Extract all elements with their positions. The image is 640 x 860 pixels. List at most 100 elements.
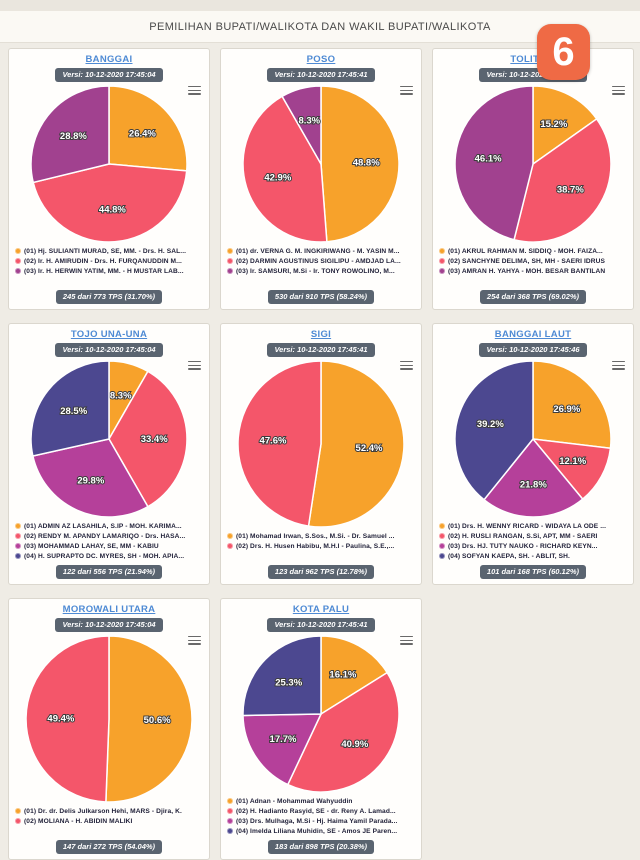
version-badge: Versi: 10-12-2020 17:45:41 xyxy=(267,68,375,82)
legend-label: (01) Hj. SULIANTI MURAD, SE, MM. - Drs. … xyxy=(24,247,187,255)
legend-item-1[interactable]: (01) Drs. H. WENNY RICARD - WIDAYA LA OD… xyxy=(439,522,627,531)
region-card: SIGI Versi: 10-12-2020 17:45:41 52.4% 47.… xyxy=(220,323,422,585)
legend-item-1[interactable]: (01) Dr. dr. Delis Julkarson Hehi, MARS … xyxy=(15,807,203,816)
version-badge: Versi: 10-12-2020 17:45:04 xyxy=(55,618,163,632)
legend-bullet-icon xyxy=(227,268,233,274)
pie-slice-3[interactable] xyxy=(31,437,149,518)
legend-bullet-icon xyxy=(439,553,445,559)
pie-chart: 16.1% 40.9% 17.7% 25.3% xyxy=(227,634,415,794)
legend-item-2[interactable]: (02) Ir. H. AMIRUDIN - Drs. H. FURQANUDD… xyxy=(15,257,203,266)
chart-legend: (01) Drs. H. WENNY RICARD - WIDAYA LA OD… xyxy=(439,522,627,561)
pie-slice-3[interactable] xyxy=(454,84,534,241)
region-title-link[interactable]: POSO xyxy=(306,54,336,65)
chart-legend: (01) Dr. dr. Delis Julkarson Hehi, MARS … xyxy=(15,807,203,826)
chart-menu-icon[interactable] xyxy=(400,85,413,95)
legend-item-2[interactable]: (02) H. RUSLI RANGAN, S.Si, APT, MM - SA… xyxy=(439,532,627,541)
region-title-link[interactable]: TOLITOLI xyxy=(510,54,556,65)
legend-item-1[interactable]: (01) AKRUL RAHMAN M. SIDDIQ - MOH. FAIZA… xyxy=(439,247,627,256)
legend-item-3[interactable]: (03) Ir. SAMSURI, M.Si - Ir. TONY ROWOLI… xyxy=(227,267,415,276)
pie-slice-2[interactable] xyxy=(286,671,400,793)
legend-label: (04) H. SUPRAPTO DC. MYRES, SH - MOH. AP… xyxy=(24,552,185,560)
pie-slice-3[interactable] xyxy=(482,437,584,518)
pie-slice-label: 49.4% xyxy=(47,713,74,724)
legend-label: (01) dr. VERNA G. M. INGKIRIWANG - M. YA… xyxy=(236,247,400,255)
chart-menu-icon[interactable] xyxy=(612,360,625,370)
region-title-link[interactable]: KOTA PALU xyxy=(292,604,350,615)
legend-bullet-icon xyxy=(227,248,233,254)
region-title-link[interactable]: BANGGAI LAUT xyxy=(494,329,572,340)
pie-slice-1[interactable] xyxy=(105,634,193,803)
region-card: TOJO UNA-UNA Versi: 10-12-2020 17:45:04 … xyxy=(8,323,210,585)
pie-slice-2[interactable] xyxy=(242,95,328,243)
tps-count-badge: 122 dari 556 TPS (21.94%) xyxy=(55,565,163,579)
pie-chart: 26.4% 44.8% 28.8% xyxy=(15,84,203,244)
legend-item-2[interactable]: (02) MOLIANA - H. ABIDIN MALIKI xyxy=(15,817,203,826)
pie-slice-2[interactable] xyxy=(531,437,612,500)
pie-slice-1[interactable] xyxy=(532,359,612,449)
legend-item-2[interactable]: (02) SANCHYNE DELIMA, SH, MH - SAERI IDR… xyxy=(439,257,627,266)
pie-slice-4[interactable] xyxy=(454,359,534,501)
legend-item-2[interactable]: (02) Drs. H. Husen Habibu, M.H.I - Pauli… xyxy=(227,542,415,551)
legend-item-3[interactable]: (03) Ir. H. HERWIN YATIM, MM. - H MUSTAR… xyxy=(15,267,203,276)
chart-menu-icon[interactable] xyxy=(400,360,413,370)
legend-item-1[interactable]: (01) dr. VERNA G. M. INGKIRIWANG - M. YA… xyxy=(227,247,415,256)
legend-label: (04) SOFYAN KAEPA, SH. - ABLIT, SH. xyxy=(448,552,570,560)
legend-bullet-icon xyxy=(439,543,445,549)
legend-item-4[interactable]: (04) SOFYAN KAEPA, SH. - ABLIT, SH. xyxy=(439,552,627,561)
chart-menu-icon[interactable] xyxy=(188,635,201,645)
legend-item-3[interactable]: (03) Drs. HJ. TUTY NAUKO - RICHARD KEYN.… xyxy=(439,542,627,551)
legend-item-3[interactable]: (03) AMRAN H. YAHYA - MOH. BESAR BANTILA… xyxy=(439,267,627,276)
legend-bullet-icon xyxy=(15,258,21,264)
pie-slice-2[interactable] xyxy=(25,634,110,803)
pie-slice-1[interactable] xyxy=(108,84,188,172)
legend-bullet-icon xyxy=(439,533,445,539)
pie-slice-label: 25.3% xyxy=(275,677,302,688)
pie-slice-4[interactable] xyxy=(242,634,322,716)
pie-slice-1[interactable] xyxy=(320,84,400,243)
pie-slice-label: 33.4% xyxy=(141,434,168,445)
chart-menu-icon[interactable] xyxy=(400,635,413,645)
legend-item-3[interactable]: (03) MOHAMMAD LAHAY, SE, MM - KABIU xyxy=(15,542,203,551)
pie-slice-1[interactable] xyxy=(320,634,389,716)
pie-slice-label: 28.8% xyxy=(60,131,87,142)
legend-item-1[interactable]: (01) Adnan - Mohammad Wahyuddin xyxy=(227,797,415,806)
legend-item-3[interactable]: (03) Drs. Mulhaga, M.Si - Hj. Haima Yami… xyxy=(227,817,415,826)
region-title-link[interactable]: BANGGAI xyxy=(85,54,133,65)
legend-label: (01) Drs. H. WENNY RICARD - WIDAYA LA OD… xyxy=(448,522,607,530)
legend-bullet-icon xyxy=(227,828,233,834)
chart-legend: (01) Hj. SULIANTI MURAD, SE, MM. - Drs. … xyxy=(15,247,203,276)
pie-slice-label: 8.3% xyxy=(110,390,132,401)
pie-slice-3[interactable] xyxy=(30,84,110,184)
legend-item-2[interactable]: (02) H. Hadianto Rasyid, SE - dr. Reny A… xyxy=(227,807,415,816)
pie-svg: 26.4% 44.8% 28.8% xyxy=(30,84,188,243)
pie-slice-label: 52.4% xyxy=(356,443,383,454)
legend-item-1[interactable]: (01) ADMIN AZ LASAHILA, S.IP - MOH. KARI… xyxy=(15,522,203,531)
pie-slice-2[interactable] xyxy=(32,162,188,243)
legend-item-2[interactable]: (02) DARMIN AGUSTINUS SIGILIPU - AMDJAD … xyxy=(227,257,415,266)
chart-menu-icon[interactable] xyxy=(188,360,201,370)
chart-menu-icon[interactable] xyxy=(612,85,625,95)
region-card: POSO Versi: 10-12-2020 17:45:41 48.8% 42.… xyxy=(220,48,422,310)
pie-slice-3[interactable] xyxy=(242,712,323,786)
pie-slice-1[interactable] xyxy=(307,359,405,528)
pie-slice-3[interactable] xyxy=(281,84,322,167)
pie-slice-2[interactable] xyxy=(237,359,322,527)
pie-slice-2[interactable] xyxy=(513,117,612,243)
legend-item-4[interactable]: (04) H. SUPRAPTO DC. MYRES, SH - MOH. AP… xyxy=(15,552,203,561)
legend-item-2[interactable]: (02) RENDY M. APANDY LAMARIQO - Drs. HAS… xyxy=(15,532,203,541)
region-title-link[interactable]: TOJO UNA-UNA xyxy=(70,329,148,340)
legend-item-1[interactable]: (01) Mohamad Irwan, S.Sos., M.Si. - Dr. … xyxy=(227,532,415,541)
region-title-link[interactable]: MOROWALI UTARA xyxy=(62,604,156,615)
pie-chart: 52.4% 47.6% xyxy=(227,359,415,529)
chart-menu-icon[interactable] xyxy=(188,85,201,95)
region-card: MOROWALI UTARA Versi: 10-12-2020 17:45:0… xyxy=(8,598,210,860)
region-title-link[interactable]: SIGI xyxy=(310,329,332,340)
pie-slice-4[interactable] xyxy=(30,359,110,457)
tps-count-badge: 254 dari 368 TPS (69.02%) xyxy=(479,290,587,304)
pie-slice-1[interactable] xyxy=(532,84,598,166)
legend-item-4[interactable]: (04) Imelda Liliana Muhidin, SE - Amos J… xyxy=(227,827,415,836)
legend-label: (03) Drs. Mulhaga, M.Si - Hj. Haima Yami… xyxy=(236,817,398,825)
legend-label: (02) Drs. H. Husen Habibu, M.H.I - Pauli… xyxy=(236,542,395,550)
pie-slice-label: 8.3% xyxy=(298,115,320,126)
legend-item-1[interactable]: (01) Hj. SULIANTI MURAD, SE, MM. - Drs. … xyxy=(15,247,203,256)
